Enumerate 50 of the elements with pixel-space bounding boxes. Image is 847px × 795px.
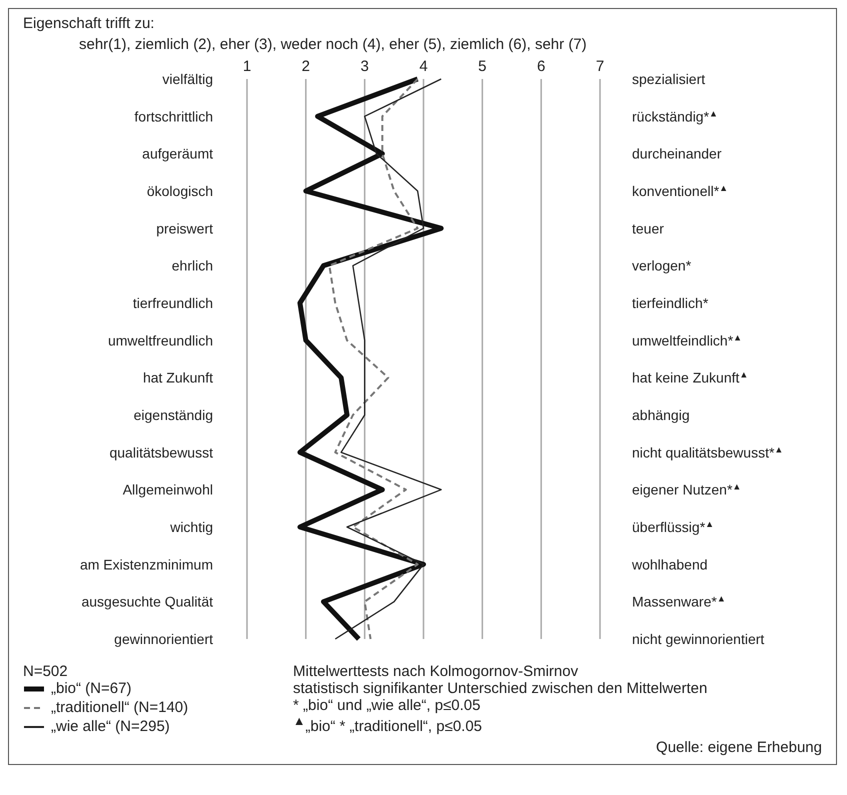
legend-label: „traditionell“ (N=140)	[51, 699, 188, 716]
y-tick-label: fortschrittlich	[134, 108, 213, 124]
text: N=502	[23, 663, 68, 680]
y-tick-label: eigenständig	[134, 407, 213, 423]
y2-tick-label: umweltfeindlich*$^{▲}$	[632, 332, 742, 348]
y2-tick-label: abhängig	[632, 407, 690, 423]
y-tick-label: am Existenzminimum	[80, 556, 213, 572]
y2-tick-label: nicht gewinnorientiert	[632, 631, 764, 647]
y-tick-label: preiswert	[156, 220, 214, 236]
y2-tick-label: durcheinander	[632, 146, 722, 162]
y-tick-label: tierfreundlich	[132, 295, 213, 311]
x-tick-label: 2	[302, 58, 310, 75]
y-tick-label: wichtig	[169, 519, 213, 535]
y2-tick-label: nicht qualitätsbewusst*$^{▲}$	[632, 444, 784, 460]
y2-tick-label: tierfeindlich*	[632, 295, 709, 311]
text: * „bio“ und „wie alle“, p≤0.05	[293, 697, 480, 714]
y2-tick-label: wohlhabend	[631, 556, 708, 572]
source-note: Quelle: eigene Erhebung	[656, 739, 822, 756]
y-tick-label: vielfältig	[162, 71, 213, 87]
x-tick-label: 4	[419, 58, 428, 75]
y-tick-label: ehrlich	[172, 258, 213, 274]
y2-tick-label: teuer	[632, 220, 664, 236]
y-tick-label: qualitätsbewusst	[109, 444, 214, 460]
chart-subtitle: sehr(1), ziemlich (2), eher (3), weder noch (4), eher (5), ziemlich (6), sehr (7)	[79, 36, 587, 53]
y2-tick-label: überflüssig*$^{▲}$	[632, 519, 714, 535]
y2-tick-label: Massenware*$^{▲}$	[632, 594, 726, 610]
y-tick-label: gewinnorientiert	[114, 631, 214, 647]
y2-tick-label: konventionell*$^{▲}$	[632, 183, 728, 199]
x-tick-label: 1	[242, 58, 252, 75]
legend-label: „bio“ (N=67)	[51, 680, 132, 697]
y2-tick-label: verlogen*	[632, 258, 692, 274]
y-tick-label: aufgeräumt	[142, 146, 214, 162]
text: Mittelwerttests nach Kolmogornov-Smirnov	[293, 663, 578, 680]
legend-label: „wie alle“ (N=295)	[51, 718, 170, 735]
y-tick-label: hat Zukunft	[142, 370, 214, 386]
x-tick-label: 6	[536, 58, 546, 75]
y2-tick-label: spezialisiert	[632, 71, 706, 87]
y-tick-label: ökologisch	[146, 183, 213, 199]
x-tick-label: 3	[360, 58, 369, 75]
text: Eigenschaft trifft zu:	[23, 15, 154, 32]
text: statistisch signifikanter Unterschied zwischen den Mittelwerten	[293, 680, 708, 697]
y2-tick-label: hat keine Zukunft$^{▲}$	[632, 370, 748, 386]
text: $^{▲}$„bio“ * „traditionell“, p≤0.05	[293, 714, 482, 735]
x-tick-label: 7	[596, 58, 604, 75]
y-tick-label: Allgemeinwohl	[122, 482, 213, 498]
x-tick-label: 5	[478, 58, 487, 75]
y2-tick-label: eigener Nutzen*$^{▲}$	[632, 482, 742, 498]
y-tick-label: ausgesuchte Qualität	[81, 594, 214, 610]
y-tick-label: umweltfreundlich	[108, 332, 213, 348]
y2-tick-label: rückständig*$^{▲}$	[632, 108, 718, 124]
